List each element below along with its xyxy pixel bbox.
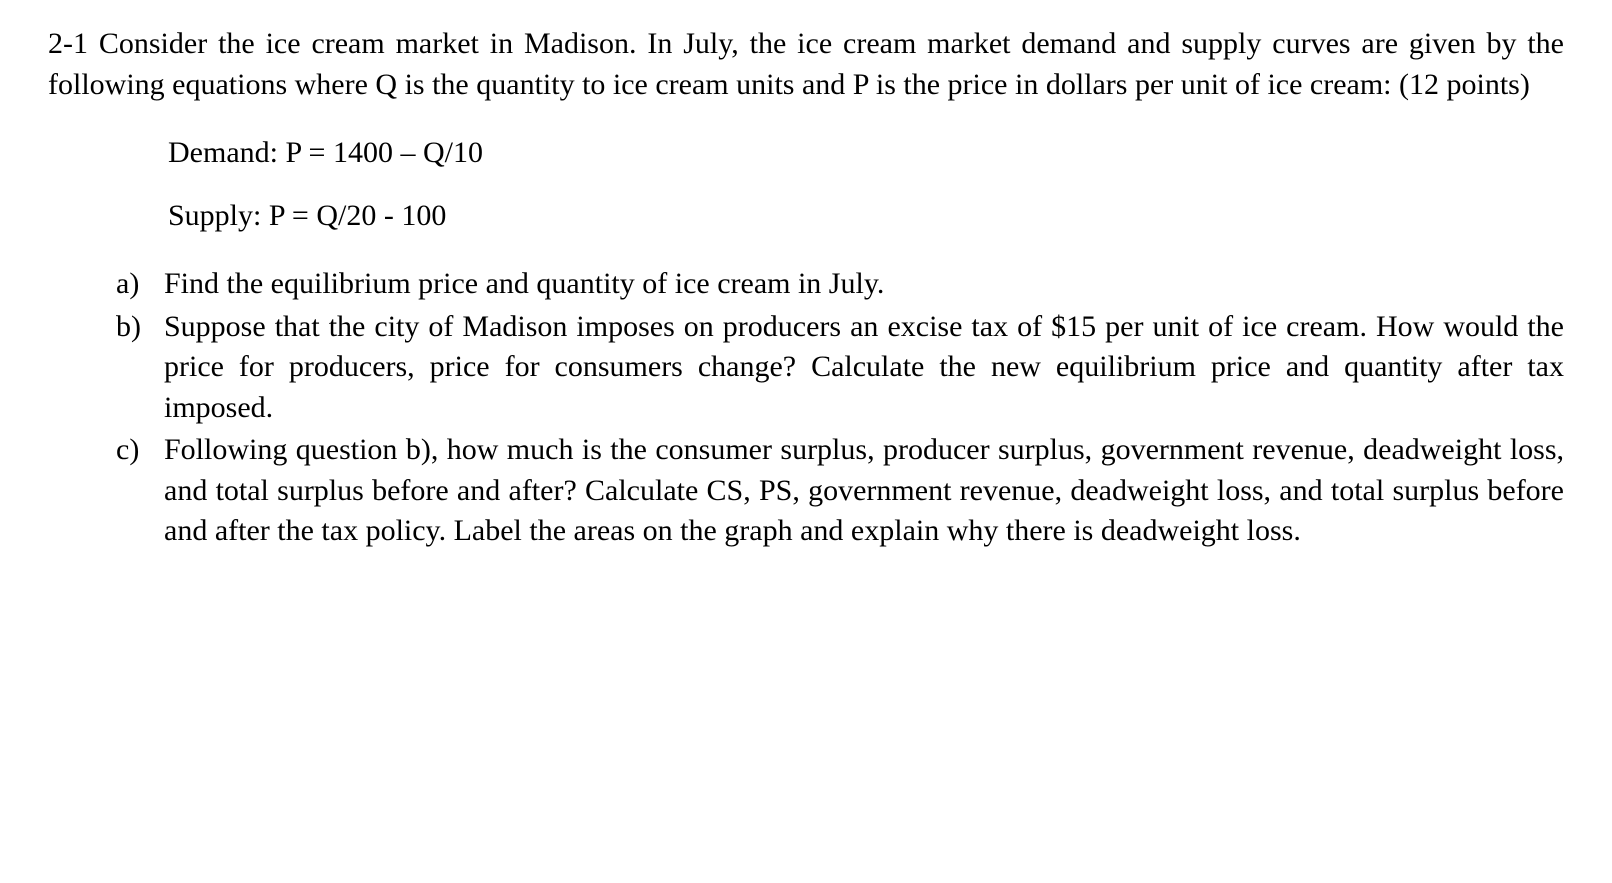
part-text: Find the equilibrium price and quantity …	[164, 264, 1564, 305]
part-marker: c)	[116, 430, 164, 471]
equations-block: Demand: P = 1400 – Q/10 Supply: P = Q/20…	[168, 133, 1564, 236]
part-b: b) Suppose that the city of Madison impo…	[116, 307, 1564, 429]
supply-equation: Supply: P = Q/20 - 100	[168, 196, 1564, 237]
part-marker: b)	[116, 307, 164, 348]
demand-equation: Demand: P = 1400 – Q/10	[168, 133, 1564, 174]
parts-list: a) Find the equilibrium price and quanti…	[116, 264, 1564, 552]
part-text: Following question b), how much is the c…	[164, 430, 1564, 552]
part-text: Suppose that the city of Madison imposes…	[164, 307, 1564, 429]
part-marker: a)	[116, 264, 164, 305]
problem-intro: 2-1 Consider the ice cream market in Mad…	[48, 24, 1564, 105]
part-a: a) Find the equilibrium price and quanti…	[116, 264, 1564, 305]
part-c: c) Following question b), how much is th…	[116, 430, 1564, 552]
